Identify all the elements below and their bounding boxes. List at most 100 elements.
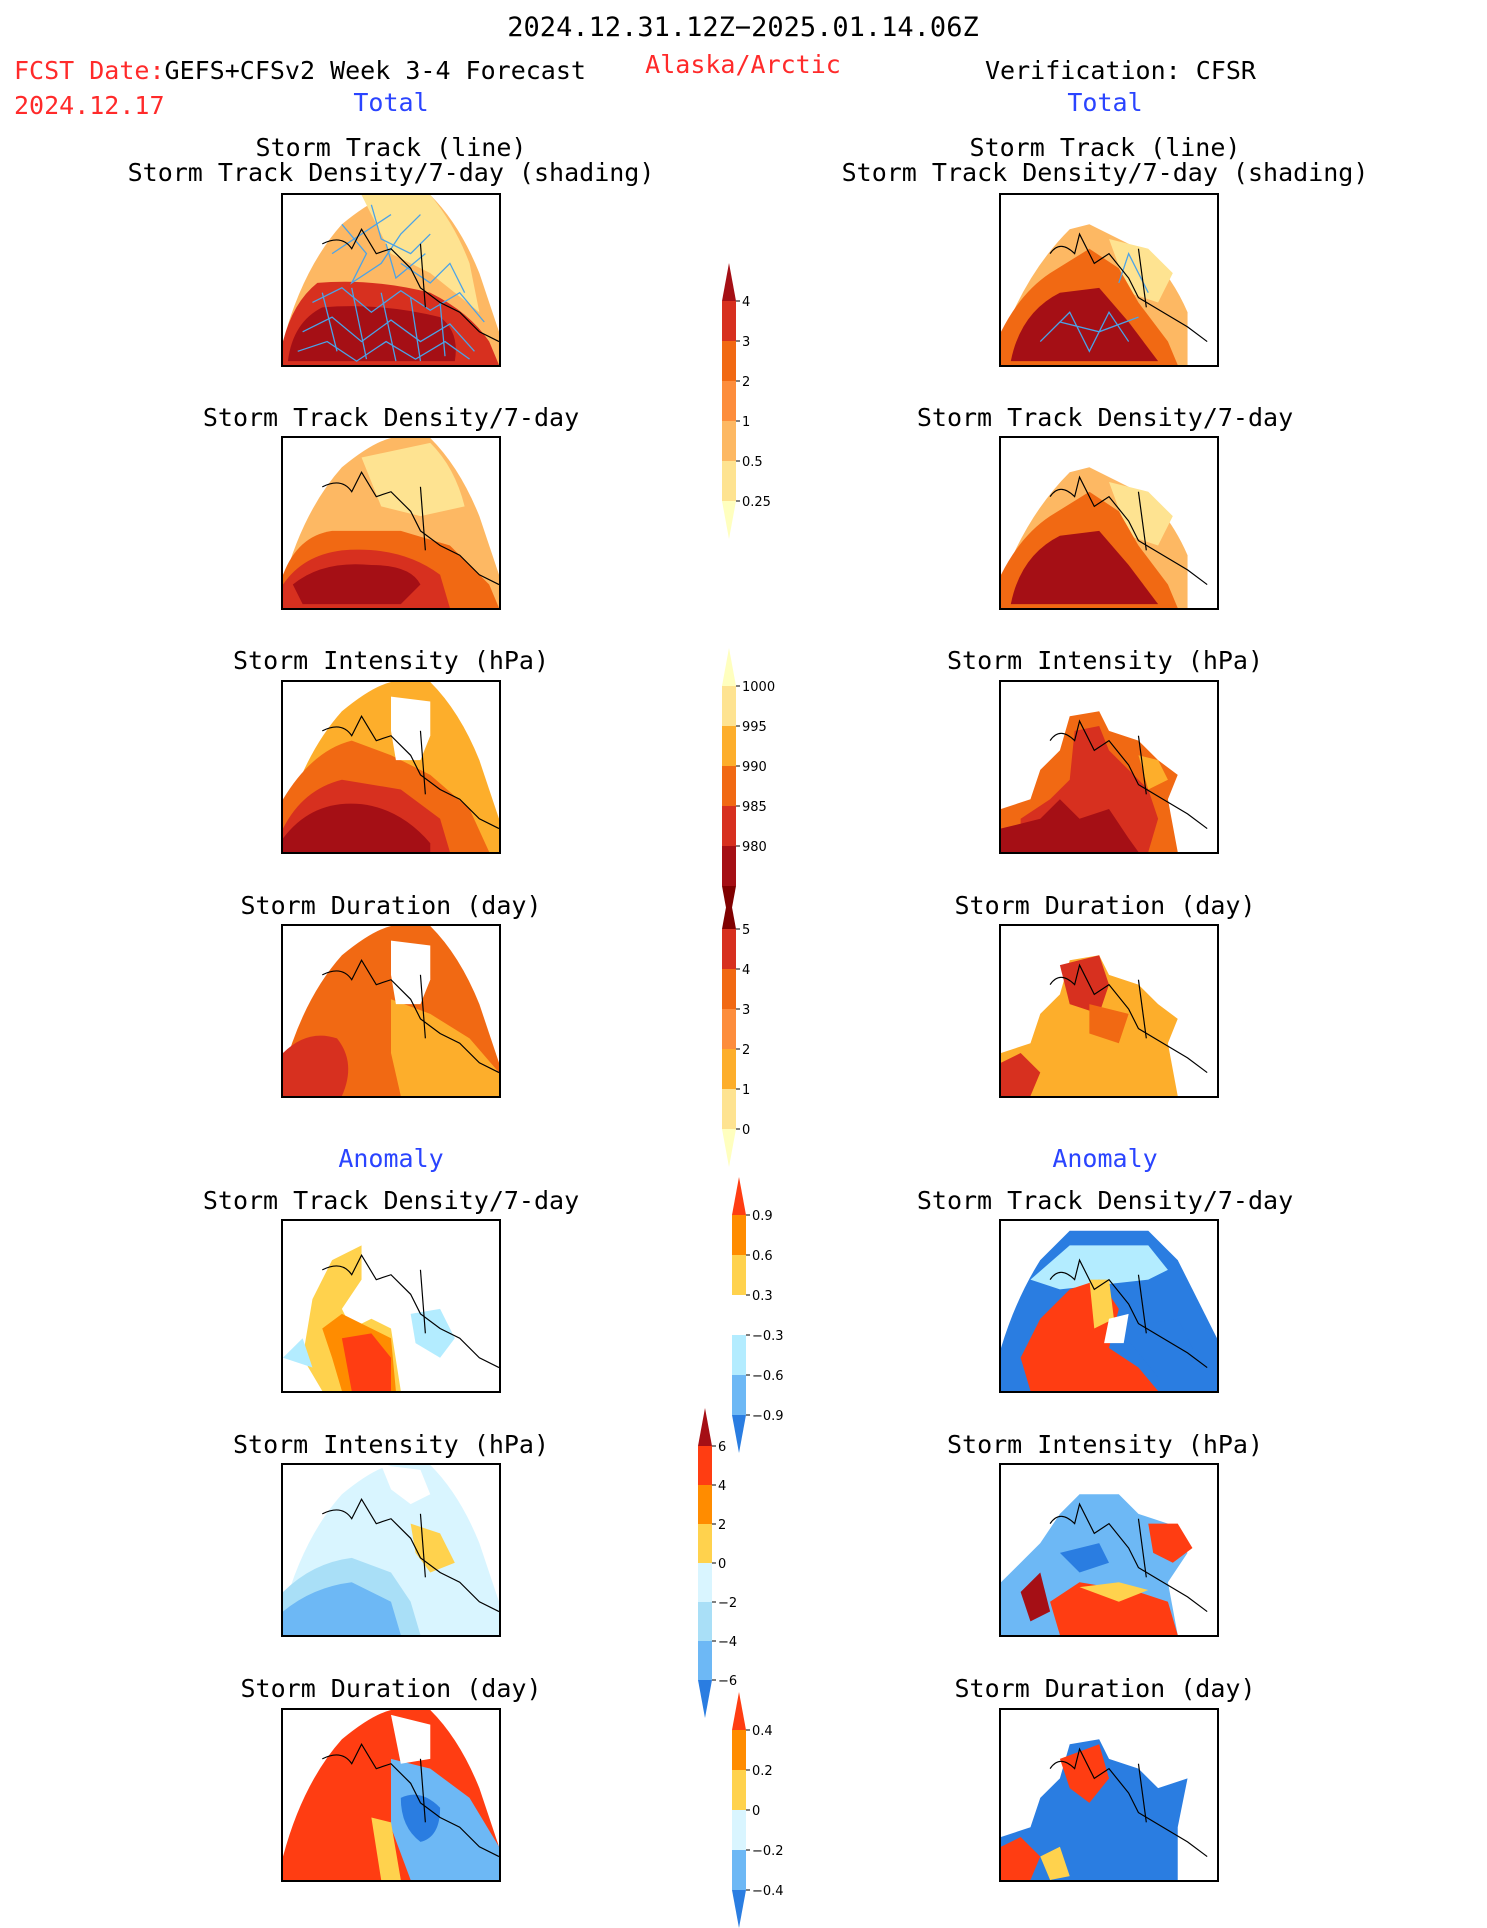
colorbar-tick-label: 2 <box>718 1518 726 1533</box>
colorbar-arrow-top <box>722 648 736 686</box>
colorbar-tick-label: 0.25 <box>742 495 771 510</box>
colorbar-tick-label: 0 <box>752 1804 760 1819</box>
map-intensity-anomaly-forecast <box>281 1463 501 1637</box>
title-duration-left: Storm Duration (day) <box>240 891 542 920</box>
fcst-date-value: 2024.12.17 <box>14 91 165 120</box>
colorbar-tick-label: 2 <box>742 1043 750 1058</box>
colorbar-swatch <box>732 1295 746 1335</box>
colorbar-intensity-total: 1000 995 990 985 980 <box>722 648 792 924</box>
colorbar-swatch <box>732 1255 746 1295</box>
colorbar-swatch <box>722 929 736 969</box>
colorbar-swatch <box>698 1563 712 1602</box>
colorbar-swatch <box>722 301 736 341</box>
colorbar-swatch <box>722 1049 736 1089</box>
map-track-forecast <box>281 193 501 367</box>
colorbar-swatch <box>698 1641 712 1680</box>
title-track-shading-right: Storm Track Density/7-day (shading) <box>841 158 1369 187</box>
colorbar-svg: 4 3 2 1 0.5 0.25 <box>722 263 771 539</box>
colorbar-swatch <box>722 686 736 726</box>
map-duration-anomaly-verification <box>999 1708 1219 1882</box>
colorbar-tick-label: 3 <box>742 335 750 350</box>
colorbar-arrow-bottom <box>732 1415 746 1453</box>
colorbar-swatch <box>722 726 736 766</box>
colorbar-tick-label: −6 <box>718 1674 737 1689</box>
section-anomaly-right: Anomaly <box>1052 1144 1158 1173</box>
colorbar-tick-label: 0.5 <box>742 455 763 470</box>
colorbar-swatch <box>732 1810 746 1850</box>
colorbar-tick-label: −4 <box>718 1635 737 1650</box>
colorbar-svg: 0.4 0.2 0 −0.2 −0.4 <box>732 1692 784 1928</box>
colorbar-tick-label: 0.6 <box>752 1249 773 1264</box>
colorbar-swatch <box>722 421 736 461</box>
colorbar-tick-label: 980 <box>742 840 767 855</box>
date-range-title: 2024.12.31.12Z−2025.01.14.06Z <box>507 12 979 43</box>
colorbar-arrow-bottom <box>698 1680 712 1718</box>
title-intensity-right: Storm Intensity (hPa) <box>946 646 1264 675</box>
colorbar-tick-label: 3 <box>742 1003 750 1018</box>
colorbar-swatch <box>722 766 736 806</box>
title-duration-right: Storm Duration (day) <box>954 891 1256 920</box>
colorbar-swatch <box>722 846 736 886</box>
forecast-header: FCST Date:GEFS+CFSv2 Week 3-4 Forecast <box>14 58 586 83</box>
colorbar-tick-label: 1 <box>742 1083 750 1098</box>
colorbar-swatch <box>732 1335 746 1375</box>
colorbar-svg: 5 4 3 2 1 0 <box>722 891 750 1167</box>
colorbar-tick-label: 985 <box>742 800 767 815</box>
title-track-line-right: Storm Track (line) <box>969 133 1241 162</box>
map-density-verification <box>999 436 1219 610</box>
region-label: Alaska/Arctic <box>645 50 841 79</box>
title-intensity-anom-left: Storm Intensity (hPa) <box>232 1430 550 1459</box>
colorbar-tick-label: −0.6 <box>752 1369 784 1384</box>
colorbar-tick-label: 0 <box>742 1123 750 1138</box>
section-total-right: Total <box>1067 88 1143 117</box>
map-duration-forecast <box>281 924 501 1098</box>
colorbar-swatch <box>722 806 736 846</box>
colorbar-tick-label: 0 <box>718 1557 726 1572</box>
colorbar-tick-label: 0.3 <box>752 1289 773 1304</box>
colorbar-swatch <box>698 1446 712 1485</box>
verification-label: Verification: CFSR <box>985 56 1256 85</box>
colorbar-svg: 6 4 2 0 −2 −4 −6 <box>698 1408 737 1718</box>
title-track-shading-left: Storm Track Density/7-day (shading) <box>127 158 655 187</box>
colorbar-density-anomaly: 0.9 0.6 0.3 −0.3 −0.6 −0.9 <box>732 1177 802 1453</box>
colorbar-tick-label: 995 <box>742 720 767 735</box>
colorbar-tick-label: −0.4 <box>752 1884 784 1899</box>
colorbar-tick-label: 6 <box>718 1440 726 1455</box>
colorbar-swatch <box>732 1730 746 1770</box>
colorbar-swatch <box>698 1485 712 1524</box>
colorbar-tick-label: 5 <box>742 923 750 938</box>
colorbar-svg: 1000 995 990 985 980 <box>722 648 775 924</box>
map-intensity-forecast <box>281 680 501 854</box>
title-duration-anom-left: Storm Duration (day) <box>240 1674 542 1703</box>
colorbar-svg: 0.9 0.6 0.3 −0.3 −0.6 −0.9 <box>732 1177 784 1453</box>
forecast-model-title: GEFS+CFSv2 Week 3-4 Forecast <box>164 56 586 85</box>
colorbar-swatch <box>722 381 736 421</box>
fcst-date-label: FCST Date: <box>14 56 165 85</box>
map-track-verification <box>999 193 1219 367</box>
colorbar-tick-label: −0.3 <box>752 1329 784 1344</box>
colorbar-swatch <box>722 969 736 1009</box>
colorbar-tick-label: 0.9 <box>752 1209 773 1224</box>
colorbar-swatch <box>732 1215 746 1255</box>
map-density-anomaly-forecast <box>281 1219 501 1393</box>
colorbar-tick-label: 0.4 <box>752 1724 773 1739</box>
colorbar-arrow-top <box>722 891 736 929</box>
map-duration-anomaly-forecast <box>281 1708 501 1882</box>
section-total-left: Total <box>353 88 429 117</box>
colorbar-tick-label: 1 <box>742 415 750 430</box>
colorbar-arrow-top <box>732 1177 746 1215</box>
title-intensity-anom-right: Storm Intensity (hPa) <box>946 1430 1264 1459</box>
title-density-right: Storm Track Density/7-day <box>916 403 1294 432</box>
colorbar-tick-label: 2 <box>742 375 750 390</box>
colorbar-swatch <box>698 1524 712 1563</box>
colorbar-arrow-top <box>732 1692 746 1730</box>
title-intensity-left: Storm Intensity (hPa) <box>232 646 550 675</box>
map-intensity-verification <box>999 680 1219 854</box>
colorbar-arrow-top <box>722 263 736 301</box>
map-density-anomaly-verification <box>999 1219 1219 1393</box>
colorbar-swatch <box>722 461 736 501</box>
colorbar-tick-label: 4 <box>742 295 750 310</box>
colorbar-swatch <box>732 1770 746 1810</box>
colorbar-tick-label: 0.2 <box>752 1764 773 1779</box>
colorbar-tick-label: 1000 <box>742 680 775 695</box>
